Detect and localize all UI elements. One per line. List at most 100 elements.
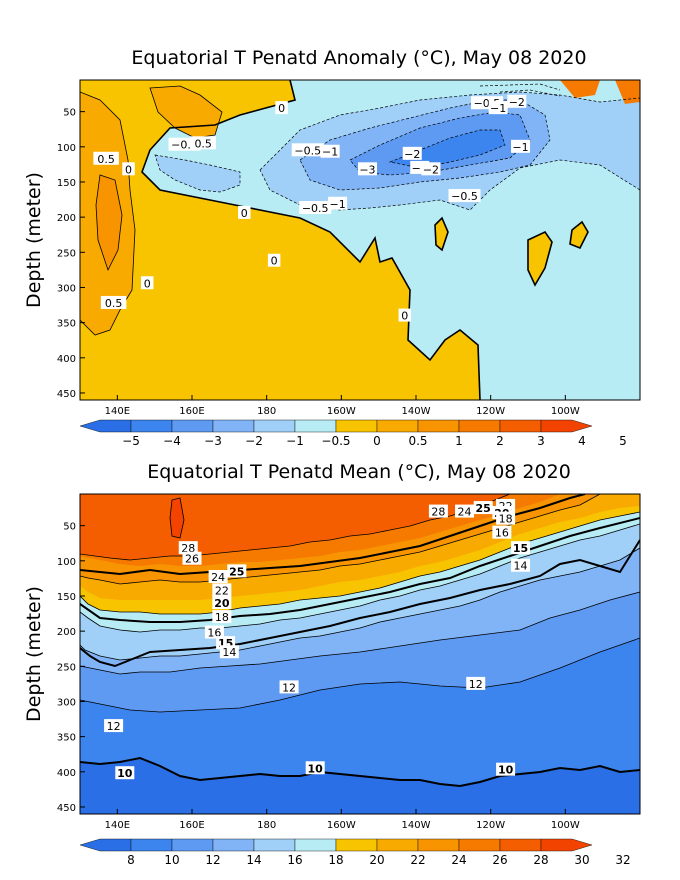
mean-x-tick-label: 100W: [551, 820, 580, 831]
mean-contour-label-bg: [182, 551, 202, 565]
anomaly-colorbar-segment: [130, 419, 173, 433]
anomaly-zero-contours: [141, 80, 589, 400]
anomaly-east-warm-2: [615, 80, 640, 104]
anomaly-x-tick-label: 160E: [179, 406, 204, 417]
anomaly-colorbar: −5 −4 −3 −2 −1 −0.5 0 0.5 1 2 3 4 5: [79, 419, 627, 448]
anomaly-contour-label: 0: [278, 102, 285, 115]
mean-colorbar-segment: [253, 838, 296, 852]
anomaly-colorbar-segment: [499, 419, 542, 433]
mean-y-ticks: 50 100 150 200 250 300 350 400 450: [57, 522, 85, 814]
anomaly-contour-label: 0: [271, 255, 278, 268]
anomaly-positive-region: [80, 80, 480, 400]
mean-contour-label-bg: [204, 625, 224, 639]
anomaly-colorbar-tick-label: −0.5: [321, 434, 350, 448]
mean-contour-label: 12: [282, 681, 296, 694]
mean-y-tick-label: 200: [57, 627, 76, 638]
anomaly-colorbar-tick-label: 5: [619, 434, 627, 448]
anomaly-colorbar-tick-label: 1: [455, 434, 463, 448]
anomaly-contour-label: −2: [423, 163, 439, 176]
anomaly-y-tick-label: 150: [57, 178, 76, 189]
anomaly-y-tick-label: 200: [57, 213, 76, 224]
mean-x-tick-label: 140W: [402, 820, 431, 831]
mean-colorbar-tick-label: 22: [410, 853, 425, 867]
anomaly-colorbar-tick-label: −5: [122, 434, 140, 448]
mean-contour-label: 10: [498, 764, 514, 777]
anomaly-x-ticks: 140E 160E 180 160W 140W 120W 100W: [105, 395, 580, 417]
anomaly-contour-label: −3: [359, 163, 375, 176]
anomaly-contour-label: −0.5: [451, 190, 478, 203]
mean-contour-label-bg: [473, 501, 493, 515]
anomaly-contour-label: −1: [512, 141, 528, 154]
anomaly-west-deep-orange: [96, 175, 122, 270]
anomaly-colorbar-tick-label: −3: [204, 434, 222, 448]
anomaly-colorbar-segment: [253, 419, 296, 433]
mean-contour-label-bg: [212, 583, 232, 597]
mean-colorbar-tick-label: 30: [574, 853, 589, 867]
anomaly-y-tick-label: 450: [57, 389, 76, 400]
mean-plot-frame: [79, 493, 641, 815]
mean-title: Equatorial T Penatd Mean (°C), May 08 20…: [147, 461, 571, 483]
mean-contour-label: 25: [476, 502, 491, 515]
mean-colorbar-segment: [171, 838, 214, 852]
mean-colorbar-tick-label: 8: [127, 853, 135, 867]
anomaly-y-tick-label: 350: [57, 319, 76, 330]
mean-contour-label: 22: [215, 584, 229, 597]
mean-colorbar-segment: [417, 838, 460, 852]
anomaly-contour-label-bg: [357, 162, 377, 176]
anomaly-x-tick-label: 100W: [551, 406, 580, 417]
mean-colorbar-tick-label: 12: [205, 853, 220, 867]
mean-contour-label-bg: [305, 761, 325, 775]
mean-contour-label: 26: [185, 553, 199, 566]
mean-contour-label: 14: [222, 646, 236, 659]
mean-colorbar-segment: [376, 838, 419, 852]
mean-y-tick-label: 150: [57, 592, 76, 603]
anomaly-contour-label-bg: [507, 94, 527, 108]
anomaly-colorbar-tick-label: 4: [578, 434, 586, 448]
anomaly-contour-label: −2: [509, 96, 525, 109]
anomaly-title: Equatorial T Penatd Anomaly (°C), May 08…: [131, 47, 586, 69]
mean-colorbar-tick-label: 14: [246, 853, 261, 867]
mean-colorbar-segment: [458, 838, 501, 852]
anomaly-colorbar-segment: [79, 419, 132, 433]
anomaly-y-tick-label: 250: [57, 248, 76, 259]
anomaly-contour-label: 0: [125, 163, 132, 176]
mean-contour-label-bg: [104, 719, 124, 733]
mean-warm-core: [170, 498, 184, 538]
anomaly-y-tick-label: 300: [57, 283, 76, 294]
anomaly-contour-label-bg: [402, 146, 422, 160]
mean-y-tick-label: 300: [57, 697, 76, 708]
mean-contour-label-bg: [492, 525, 512, 539]
anomaly-x-tick-label: 140E: [105, 406, 130, 417]
mean-contour-label: 12: [107, 720, 121, 733]
mean-colorbar-tick-label: 20: [369, 853, 384, 867]
anomaly-contour-label: −1: [490, 102, 506, 115]
anomaly-contour-label: 0: [401, 310, 408, 323]
anomaly-contour-label: 0: [241, 207, 248, 220]
anomaly-contour-label-bg: [488, 101, 508, 115]
mean-contour-label-bg: [511, 541, 531, 555]
mean-contour-label-bg: [219, 645, 239, 659]
mean-contour-label-bg: [212, 596, 232, 610]
mean-x-tick-label: 160W: [327, 820, 356, 831]
mean-colorbar-segment: [130, 838, 173, 852]
anomaly-x-tick-label: 140W: [402, 406, 431, 417]
anomaly-colorbar-segment: [212, 419, 255, 433]
mean-colorbar-segment: [335, 838, 378, 852]
anomaly-other-contours: [80, 85, 223, 336]
anomaly-contour-label-bg: [511, 139, 531, 153]
mean-colorbar-segment: [79, 838, 132, 852]
anomaly-y-tick-label: 400: [57, 354, 76, 365]
anomaly-contour-label-bg: [140, 276, 154, 290]
mean-contour-label: 18: [215, 611, 229, 624]
anomaly-blob-2: [528, 232, 552, 285]
mean-colorbar-tick-label: 18: [328, 853, 343, 867]
anomaly-colorbar-tick-label: −4: [163, 434, 181, 448]
anomaly-contour-label-bg: [299, 201, 332, 214]
mean-contour-label: 16: [495, 527, 509, 540]
anomaly-colorbar-tick-label: 2: [496, 434, 504, 448]
mean-contour-label-bg: [208, 569, 228, 583]
anomaly-colorbar-segment: [417, 419, 460, 433]
anomaly-contour-label: −0.5: [302, 202, 329, 215]
anomaly-contour-label-bg: [448, 189, 481, 203]
